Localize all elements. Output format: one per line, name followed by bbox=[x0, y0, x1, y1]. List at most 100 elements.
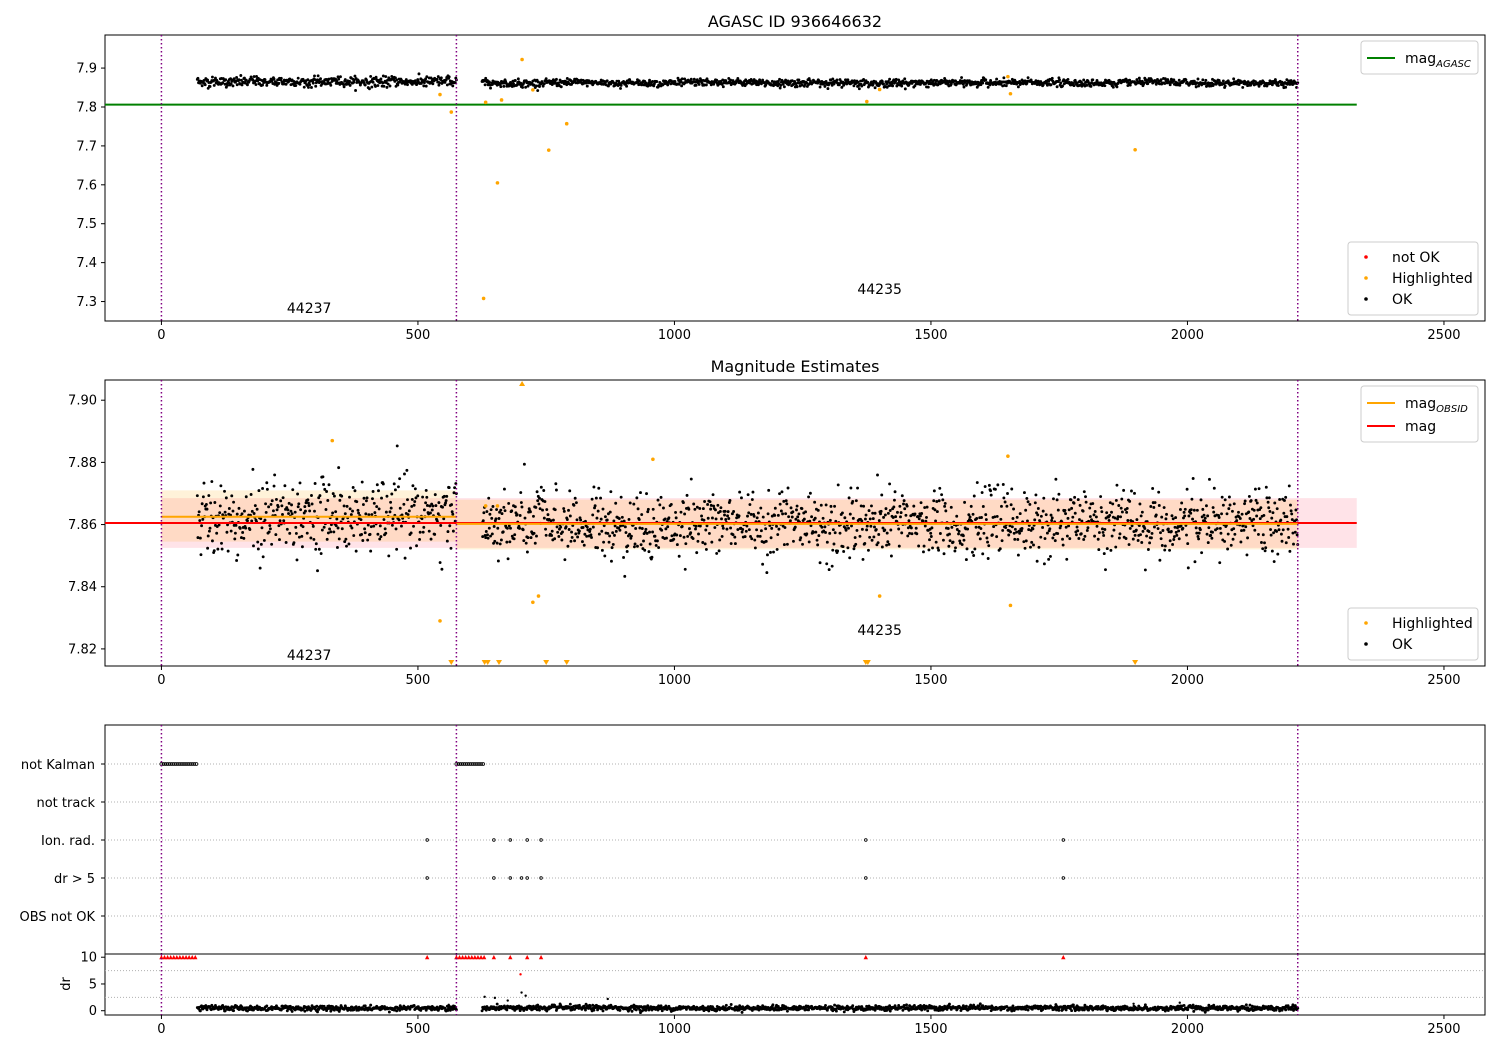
ok-point bbox=[267, 505, 271, 509]
ok-point bbox=[890, 81, 894, 85]
ok-point bbox=[1204, 78, 1208, 82]
ok-point bbox=[487, 526, 491, 530]
ok-point bbox=[255, 75, 258, 78]
ok-point bbox=[1148, 541, 1152, 545]
ok-point bbox=[296, 492, 300, 496]
legend-marker-swatch bbox=[1364, 276, 1368, 280]
ok-point bbox=[657, 546, 661, 549]
ok-point bbox=[937, 548, 941, 552]
ok-point bbox=[583, 532, 587, 536]
ok-point bbox=[1006, 492, 1009, 495]
ok-point bbox=[1026, 519, 1029, 523]
ok-point bbox=[559, 85, 563, 89]
ok-point bbox=[252, 512, 256, 515]
ok-point bbox=[498, 542, 502, 546]
ok-point bbox=[340, 494, 344, 498]
ok-point bbox=[538, 507, 542, 511]
flag-marker bbox=[508, 838, 512, 842]
ok-point bbox=[501, 530, 505, 534]
ok-point bbox=[1289, 509, 1293, 513]
ok-point bbox=[955, 528, 959, 531]
ok-point bbox=[196, 536, 200, 540]
ok-point bbox=[326, 499, 330, 502]
ok-point bbox=[198, 519, 202, 523]
ok-point bbox=[807, 495, 811, 499]
ok-point bbox=[452, 491, 456, 495]
ok-point bbox=[656, 498, 660, 502]
ok-point bbox=[565, 76, 569, 80]
flag-marker bbox=[194, 762, 199, 766]
ok-point bbox=[480, 1009, 484, 1013]
ok-point bbox=[634, 1008, 638, 1012]
ok-point bbox=[495, 508, 499, 511]
flag-marker bbox=[539, 838, 543, 842]
ok-point bbox=[1220, 495, 1224, 499]
ok-point bbox=[1130, 524, 1134, 528]
ok-point bbox=[270, 499, 274, 503]
ok-point bbox=[1267, 506, 1271, 510]
ok-point bbox=[510, 509, 514, 513]
ok-point bbox=[811, 530, 815, 534]
ok-point bbox=[778, 492, 782, 496]
ok-point bbox=[306, 498, 310, 502]
ok-point bbox=[1263, 541, 1266, 545]
ok-point bbox=[445, 539, 449, 543]
ok-point bbox=[224, 496, 228, 500]
ok-point bbox=[892, 498, 896, 502]
ok-point bbox=[1264, 485, 1268, 489]
ok-point bbox=[335, 79, 339, 83]
ok-point bbox=[1052, 497, 1055, 501]
ok-point bbox=[554, 482, 558, 486]
ok-point bbox=[377, 489, 380, 493]
ok-point bbox=[591, 525, 595, 529]
x-tick-label: 1500 bbox=[914, 328, 947, 343]
highlighted-point bbox=[330, 438, 335, 443]
obsid-label: 44235 bbox=[857, 282, 902, 298]
ok-point bbox=[1272, 531, 1276, 535]
flag-row-label: not Kalman bbox=[21, 758, 95, 773]
ok-point bbox=[405, 468, 409, 472]
ok-point bbox=[317, 496, 321, 500]
ok-point bbox=[1209, 533, 1213, 537]
ok-point bbox=[373, 511, 377, 515]
ok-point bbox=[585, 534, 589, 538]
ok-point bbox=[1203, 81, 1207, 85]
ok-point bbox=[1243, 502, 1246, 506]
ok-point bbox=[227, 81, 231, 85]
ok-point bbox=[957, 532, 960, 536]
ok-point bbox=[1285, 515, 1289, 519]
ok-point bbox=[425, 495, 429, 499]
ok-point bbox=[526, 536, 530, 540]
ok-point bbox=[992, 525, 996, 529]
ok-point bbox=[294, 84, 298, 87]
ok-point bbox=[600, 529, 604, 533]
ok-point bbox=[212, 549, 216, 553]
highlighted-point bbox=[564, 121, 569, 126]
ok-point bbox=[903, 77, 907, 81]
ok-point bbox=[660, 528, 664, 532]
ok-point bbox=[813, 500, 817, 504]
ok-point bbox=[1256, 532, 1260, 536]
ok-point bbox=[808, 491, 812, 495]
ok-point bbox=[706, 516, 710, 520]
ok-point bbox=[1207, 526, 1211, 530]
ok-point bbox=[499, 85, 503, 89]
ok-point bbox=[403, 556, 407, 560]
ok-point bbox=[1107, 518, 1111, 522]
ok-point bbox=[421, 530, 425, 534]
ok-point bbox=[1181, 526, 1185, 530]
ok-point bbox=[1237, 83, 1241, 86]
ok-point bbox=[499, 508, 503, 512]
ok-point bbox=[879, 509, 883, 513]
ok-point bbox=[687, 507, 691, 511]
ok-point bbox=[1133, 491, 1136, 495]
ok-point bbox=[655, 80, 659, 84]
ok-point bbox=[450, 510, 454, 514]
ok-point bbox=[1115, 85, 1119, 89]
ok-point bbox=[522, 1008, 526, 1012]
ok-point bbox=[325, 490, 329, 493]
ok-point bbox=[422, 508, 426, 512]
ok-point bbox=[507, 524, 511, 528]
ok-point bbox=[698, 507, 702, 510]
ok-point bbox=[934, 81, 938, 85]
